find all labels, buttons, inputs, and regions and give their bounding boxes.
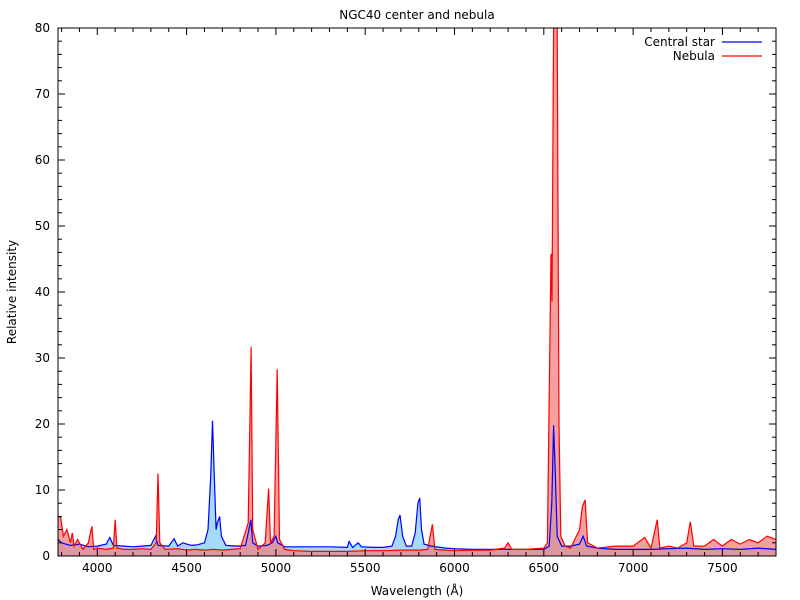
- axes: 4000 4500 5000 5500 6000 6500 7000 7500 0 10 20 30 4…: [35, 21, 777, 575]
- y-tick-label: 40: [35, 285, 50, 299]
- series-area-1: [58, 28, 776, 556]
- y-tick-label: 10: [35, 483, 50, 497]
- x-axis-label: Wavelength (Å): [371, 583, 464, 598]
- y-tick-label: 80: [35, 21, 50, 35]
- legend-label-0: Central star: [644, 35, 715, 49]
- x-tick-label: 6000: [439, 561, 470, 575]
- y-tick-label: 60: [35, 153, 50, 167]
- legend-label-1: Nebula: [673, 49, 715, 63]
- series-line-0: [58, 420, 776, 551]
- x-tick-label: 7500: [707, 561, 738, 575]
- chart-title: NGC40 center and nebula: [339, 8, 494, 22]
- series-line-1: [58, 28, 776, 553]
- y-tick-label: 50: [35, 219, 50, 233]
- y-tick-label: 20: [35, 417, 50, 431]
- x-tick-label: 6500: [529, 561, 560, 575]
- y-axis-label: Relative intensity: [5, 240, 19, 344]
- plot-frame: [57, 27, 777, 557]
- y-tick-label: 70: [35, 87, 50, 101]
- x-tick-label: 4500: [171, 561, 202, 575]
- x-tick-label: 5000: [261, 561, 292, 575]
- y-tick-label: 30: [35, 351, 50, 365]
- plot-area: [58, 28, 776, 556]
- series-area-0: [58, 420, 776, 556]
- x-tick-label: 4000: [82, 561, 113, 575]
- x-tick-label: 7000: [618, 561, 649, 575]
- y-tick-label: 0: [42, 549, 50, 563]
- x-tick-label: 5500: [350, 561, 381, 575]
